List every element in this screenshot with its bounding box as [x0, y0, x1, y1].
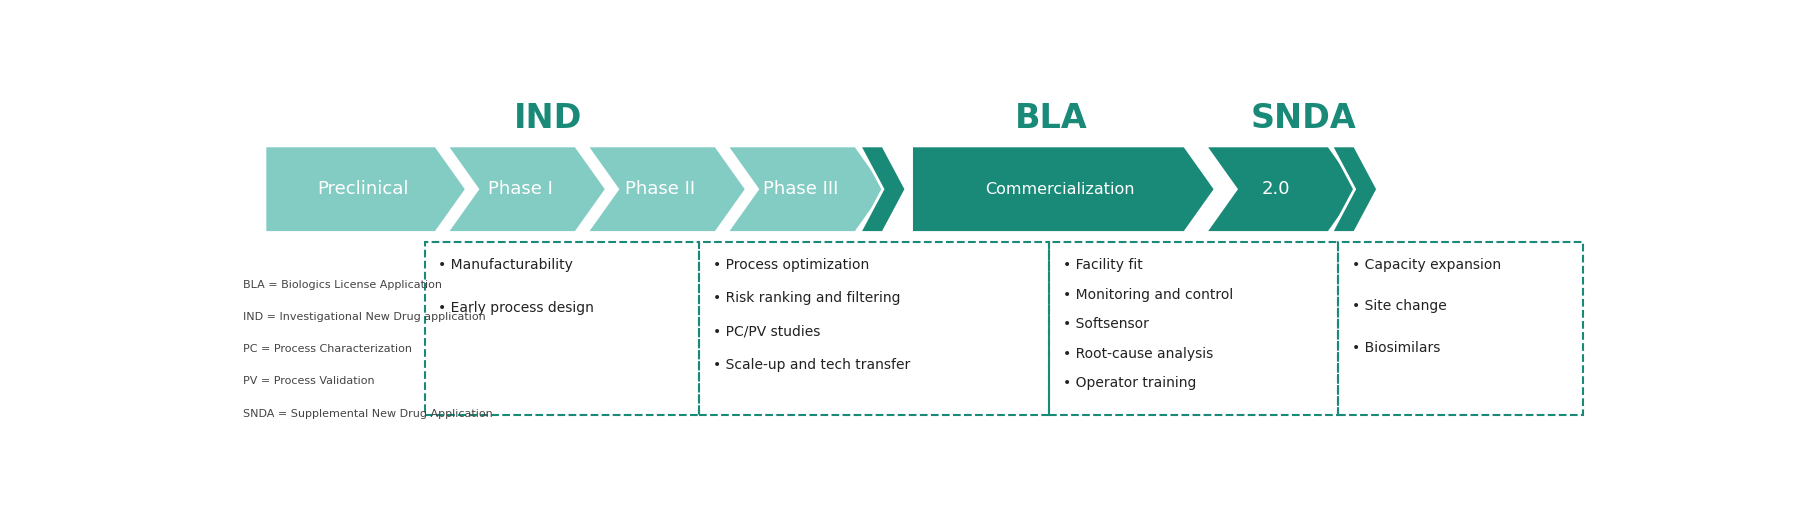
Text: • Biosimilars: • Biosimilars: [1352, 341, 1440, 355]
Polygon shape: [1206, 146, 1359, 233]
Text: • Capacity expansion: • Capacity expansion: [1352, 258, 1500, 272]
Bar: [1049, 242, 1338, 415]
Polygon shape: [265, 146, 466, 233]
Text: IND: IND: [513, 102, 581, 135]
Text: • Early process design: • Early process design: [439, 301, 594, 315]
Text: Phase I: Phase I: [487, 180, 552, 198]
Polygon shape: [726, 146, 886, 233]
Text: PC = Process Characterization: PC = Process Characterization: [242, 344, 412, 354]
Text: • Monitoring and control: • Monitoring and control: [1061, 288, 1233, 301]
Text: • Site change: • Site change: [1352, 299, 1446, 313]
Text: SNDA = Supplemental New Drug Application: SNDA = Supplemental New Drug Application: [242, 409, 493, 419]
Text: IND = Investigational New Drug application: IND = Investigational New Drug applicati…: [242, 312, 486, 322]
Text: • Softsensor: • Softsensor: [1061, 317, 1148, 331]
Text: • Manufacturability: • Manufacturability: [439, 258, 572, 272]
Text: • Facility fit: • Facility fit: [1061, 258, 1143, 272]
Polygon shape: [912, 146, 1215, 233]
Text: Phase III: Phase III: [762, 180, 838, 198]
Polygon shape: [859, 146, 906, 233]
Text: • Root-cause analysis: • Root-cause analysis: [1061, 346, 1213, 361]
Text: • Process optimization: • Process optimization: [713, 258, 868, 272]
Text: • PC/PV studies: • PC/PV studies: [713, 325, 819, 339]
Text: SNDA: SNDA: [1249, 102, 1356, 135]
Bar: [424, 242, 699, 415]
Text: Preclinical: Preclinical: [316, 180, 408, 198]
Text: • Risk ranking and filtering: • Risk ranking and filtering: [713, 291, 901, 306]
Text: BLA = Biologics License Application: BLA = Biologics License Application: [242, 280, 440, 290]
Text: • Operator training: • Operator training: [1061, 376, 1195, 390]
Text: PV = Process Validation: PV = Process Validation: [242, 377, 374, 386]
Text: Commercialization: Commercialization: [986, 182, 1135, 197]
Polygon shape: [1330, 146, 1377, 233]
Text: Phase II: Phase II: [625, 180, 695, 198]
Polygon shape: [446, 146, 606, 233]
Text: BLA: BLA: [1014, 102, 1087, 135]
Bar: [1338, 242, 1583, 415]
Bar: [699, 242, 1049, 415]
Polygon shape: [587, 146, 745, 233]
Text: 2.0: 2.0: [1262, 180, 1291, 198]
Text: • Scale-up and tech transfer: • Scale-up and tech transfer: [713, 358, 910, 373]
